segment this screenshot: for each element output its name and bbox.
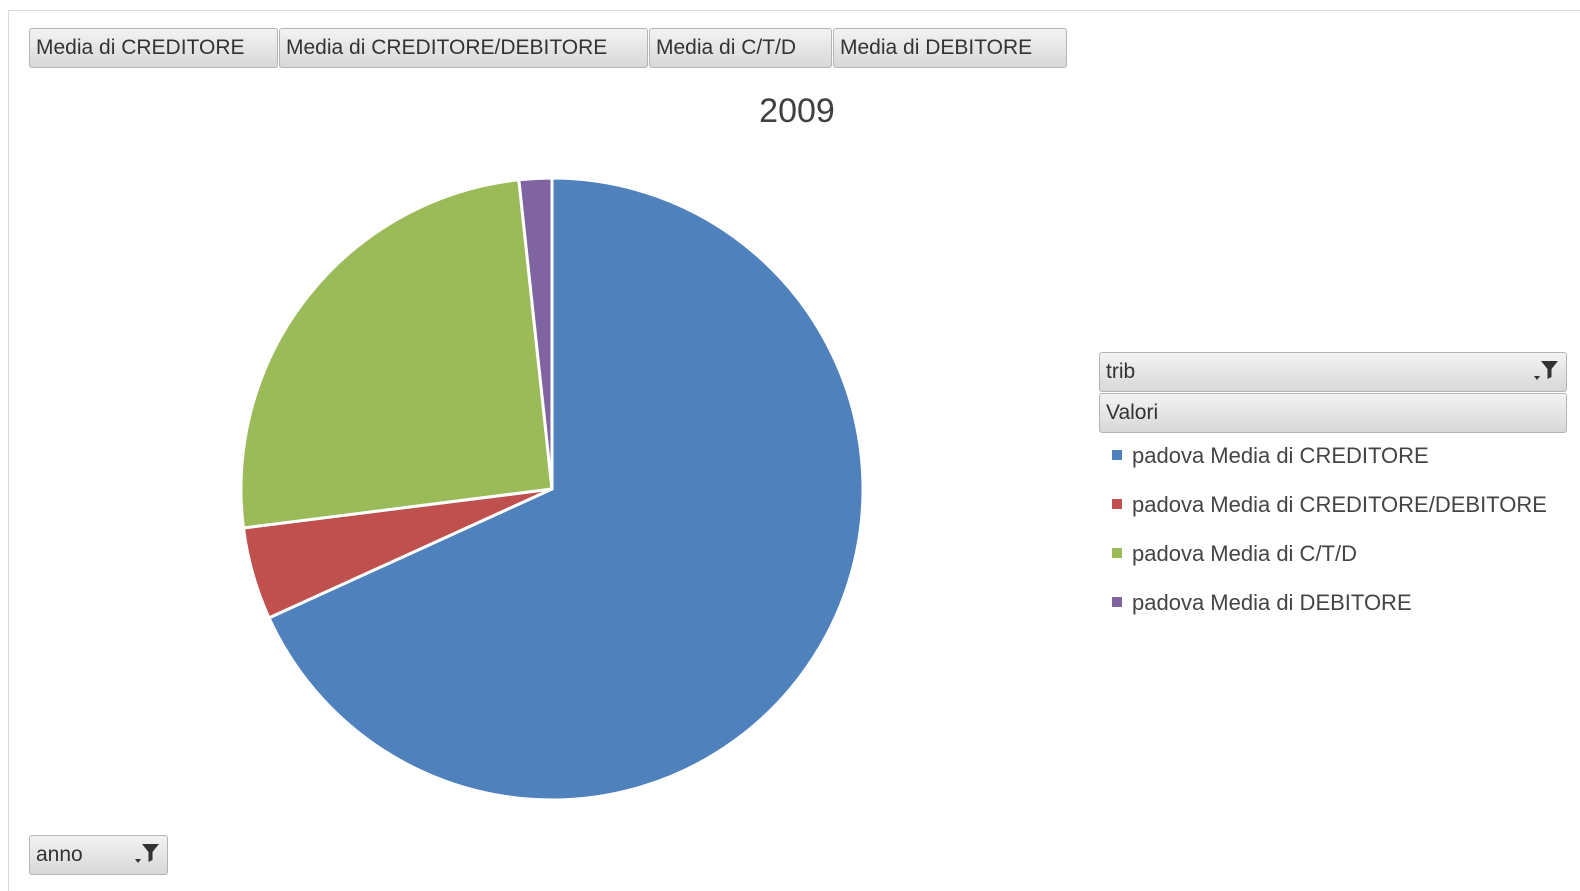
pie-slice-debitore[interactable] bbox=[517, 176, 554, 491]
row-field-button-trib[interactable]: trib bbox=[1099, 352, 1567, 392]
legend-swatch bbox=[1112, 548, 1122, 559]
field-button-label: Media di DEBITORE bbox=[840, 36, 1033, 59]
legend-swatch bbox=[1112, 597, 1122, 608]
legend-label: padova Media di CREDITORE bbox=[1132, 443, 1429, 468]
filter-dropdown-icon[interactable] bbox=[1532, 357, 1560, 385]
field-button-label: anno bbox=[36, 843, 83, 866]
chart-title: 2009 bbox=[759, 92, 835, 130]
filter-dropdown-icon[interactable] bbox=[133, 840, 161, 868]
legend-label: padova Media di CREDITORE/DEBITORE bbox=[1132, 492, 1547, 517]
legend-label: padova Media di C/T/D bbox=[1132, 541, 1357, 566]
legend-item[interactable]: padova Media di C/T/D bbox=[1112, 539, 1357, 569]
page-filter-button-anno[interactable]: anno bbox=[29, 835, 168, 875]
field-button-media-creditore-debitore[interactable]: Media di CREDITORE/DEBITORE bbox=[279, 28, 648, 68]
chart-area bbox=[8, 10, 1580, 891]
pie-slice-creditore[interactable] bbox=[267, 176, 865, 802]
field-button-media-debitore[interactable]: Media di DEBITORE bbox=[833, 28, 1067, 68]
values-field-button[interactable]: Valori bbox=[1099, 393, 1567, 433]
legend-swatch bbox=[1112, 450, 1122, 461]
legend-swatch bbox=[1112, 499, 1122, 510]
pie-slice-ctd[interactable] bbox=[239, 178, 554, 530]
field-button-label: Media di C/T/D bbox=[656, 36, 797, 59]
legend-label: padova Media di DEBITORE bbox=[1132, 590, 1412, 615]
legend-item[interactable]: padova Media di CREDITORE/DEBITORE bbox=[1112, 490, 1547, 520]
field-button-label: Valori bbox=[1106, 401, 1159, 424]
legend-item[interactable]: padova Media di CREDITORE bbox=[1112, 441, 1429, 471]
field-button-label: Media di CREDITORE bbox=[36, 36, 245, 59]
legend-item[interactable]: padova Media di DEBITORE bbox=[1112, 588, 1412, 618]
field-button-media-creditore[interactable]: Media di CREDITORE bbox=[29, 28, 278, 68]
field-button-label: trib bbox=[1106, 360, 1136, 383]
field-button-media-ctd[interactable]: Media di C/T/D bbox=[649, 28, 832, 68]
field-button-label: Media di CREDITORE/DEBITORE bbox=[286, 36, 608, 59]
